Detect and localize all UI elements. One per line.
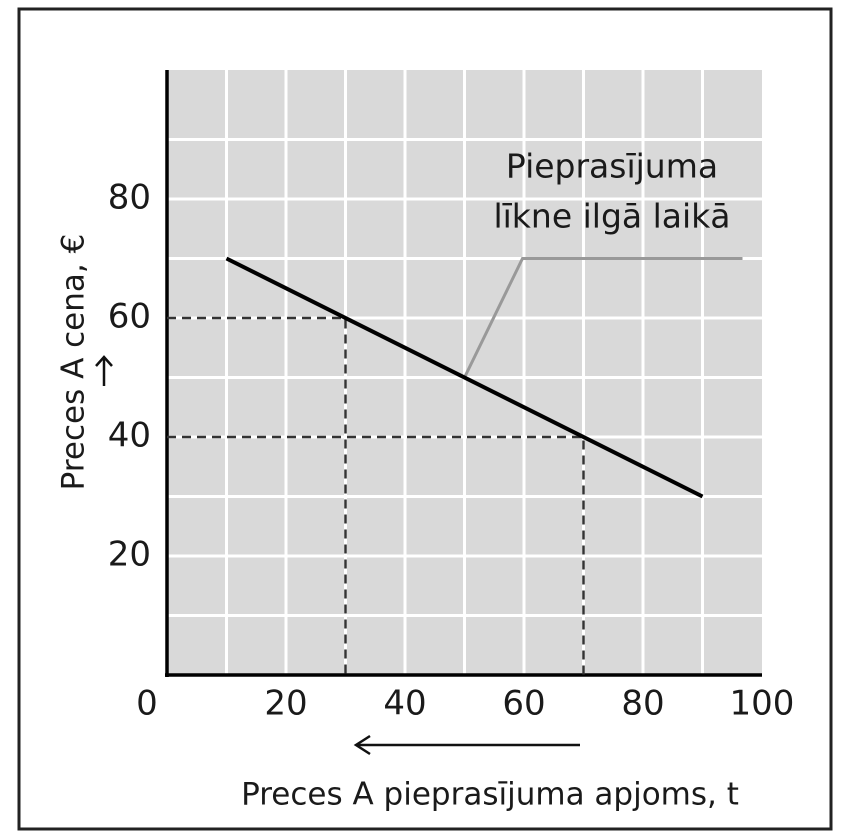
x-axis-label: Preces A pieprasījuma apjoms, t	[241, 777, 739, 813]
x-tick-label: 80	[621, 684, 664, 724]
annotation-leader	[463, 257, 743, 379]
y-tick-label: 80	[108, 178, 151, 218]
x-tick-label: 20	[264, 684, 307, 724]
line-series	[225, 256, 704, 499]
annotation: Pieprasījuma	[506, 147, 718, 186]
x-tick-label: 60	[502, 684, 545, 724]
x-tick-label: 100	[730, 684, 795, 724]
y-tick-label: 40	[108, 416, 151, 456]
y-tick-label: 60	[108, 297, 151, 337]
reference-line	[167, 435, 585, 675]
x-tick-label: 0	[136, 684, 158, 724]
y-tick-label: 20	[108, 535, 151, 575]
y-arrow	[95, 355, 113, 386]
annotation: līkne ilgā laikā	[493, 197, 730, 236]
x-arrow	[353, 734, 580, 756]
y-axis-label: Preces A cena, €	[56, 234, 92, 491]
x-tick-label: 40	[383, 684, 426, 724]
